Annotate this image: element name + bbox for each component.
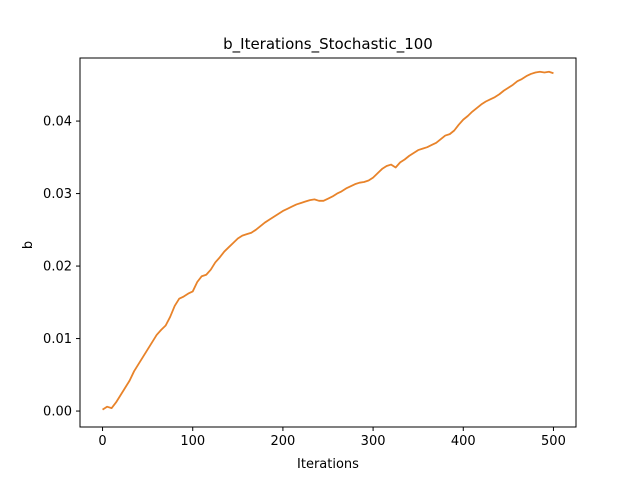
x-tick-label: 0	[98, 434, 106, 449]
y-tick-label: 0.04	[43, 115, 72, 130]
y-tick-label: 0.02	[43, 260, 72, 275]
x-axis: 0 100 200 300 400 500	[98, 427, 566, 449]
y-axis-label: b	[21, 241, 36, 249]
y-tick-label: 0.00	[43, 405, 72, 420]
plot-area	[79, 57, 577, 428]
y-axis: 0.00 0.01 0.02 0.03 0.04	[43, 115, 80, 420]
chart-title: b_Iterations_Stochastic_100	[223, 35, 433, 54]
x-tick-label: 500	[541, 434, 566, 449]
x-tick-label: 400	[451, 434, 476, 449]
x-axis-label: Iterations	[297, 457, 359, 472]
y-tick-label: 0.03	[43, 187, 72, 202]
series-layer	[102, 70, 554, 411]
x-tick-label: 300	[361, 434, 386, 449]
x-tick-label: 200	[270, 434, 295, 449]
series-line-0	[102, 70, 554, 411]
plot-frame	[79, 57, 577, 428]
x-tick-label: 100	[180, 434, 205, 449]
y-tick-label: 0.01	[43, 332, 72, 347]
